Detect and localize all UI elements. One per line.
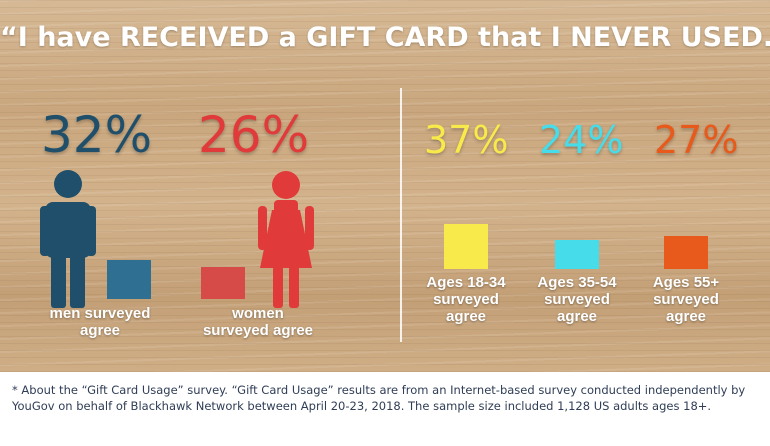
women-bar: [201, 267, 245, 299]
age-18-34-label-line-3: agree: [445, 308, 487, 325]
women-percentage: 26%: [198, 106, 310, 164]
men-label-line-2: agree: [79, 322, 121, 339]
age-18-34-label-line-2: surveyed: [433, 291, 499, 308]
section-divider: [400, 88, 402, 342]
survey-footnote: * About the “Gift Card Usage” survey. “G…: [12, 383, 746, 413]
footnote-panel: [0, 372, 770, 446]
women-label-line-2: surveyed agree: [202, 322, 314, 339]
age-35-54-percentage: 24%: [539, 118, 624, 162]
age-18-34-bar: [444, 223, 488, 269]
headline: “I have RECEIVED a GIFT CARD that I NEVE…: [0, 22, 770, 53]
wood-background: [0, 0, 770, 372]
age-18-34-label: Ages 18-34 surveyed agree: [416, 274, 516, 325]
age-35-54-label-line-2: surveyed: [544, 291, 610, 308]
men-label: men surveyed agree: [40, 305, 160, 339]
age-55-plus-label-line-1: Ages 55+: [652, 274, 720, 291]
man-figure-icon: [40, 170, 96, 308]
age-55-plus-label-line-2: surveyed: [653, 291, 719, 308]
women-label-line-1: women: [232, 305, 284, 322]
age-55-plus-bar: [664, 236, 708, 269]
age-55-plus-label-line-3: agree: [665, 308, 707, 325]
age-35-54-label: Ages 35-54 surveyed agree: [527, 274, 627, 325]
age-18-34-label-line-1: Ages 18-34: [426, 274, 506, 291]
women-label: women surveyed agree: [196, 305, 320, 339]
age-55-plus-label: Ages 55+ surveyed agree: [636, 274, 736, 325]
age-35-54-bar: [555, 239, 599, 269]
men-bar: [107, 259, 151, 299]
age-18-34-percentage: 37%: [424, 118, 509, 162]
men-percentage: 32%: [41, 106, 153, 164]
men-label-line-1: men surveyed: [49, 305, 151, 322]
age-35-54-label-line-1: Ages 35-54: [537, 274, 617, 291]
woman-figure-icon: [258, 171, 314, 308]
age-35-54-label-line-3: agree: [556, 308, 598, 325]
age-55-plus-percentage: 27%: [654, 118, 739, 162]
